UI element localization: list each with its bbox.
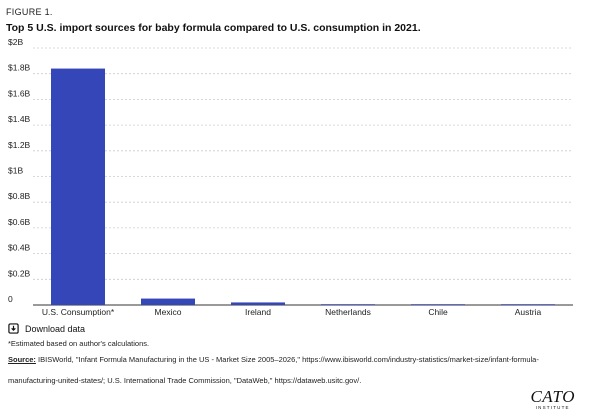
source-label: Source: [8,355,36,364]
download-label: Download data [25,323,86,334]
bar-chile [411,304,465,305]
source-text: IBISWorld, "Infant Formula Manufacturing… [8,355,539,385]
y-tick-label: $1B [8,166,23,176]
y-tick-label: $2B [8,37,23,47]
y-tick-label: $1.2B [8,140,31,150]
logo-main-text: CATO [530,387,575,406]
bar-netherlands [321,304,375,305]
x-tick-label: Austria [515,307,542,317]
y-tick-label: $1.8B [8,63,31,73]
bar-chart: 0 $0.2B $0.4B $0.6B $0.8B $1B $1.2B $1.4B $1.6B $… [8,37,573,317]
bar-mexico [141,298,195,305]
logo-sub-text: INSTITUTE [535,405,570,410]
download-icon [8,323,19,334]
y-tick-label: $0.4B [8,243,31,253]
download-data-link[interactable]: Download data [8,323,85,334]
figure-label: FIGURE 1. [6,7,53,17]
cato-institute-logo: CATO INSTITUTE [530,387,575,411]
x-tick-label: Netherlands [325,307,371,317]
chart-title: Top 5 U.S. import sources for baby formu… [6,22,421,34]
y-tick-label: $0.2B [8,268,31,278]
footnote: *Estimated based on author's calculation… [8,339,150,348]
bar-austria [501,304,555,305]
x-tick-label: U.S. Consumption* [42,307,115,317]
y-tick-label: $1.6B [8,88,31,98]
source-note: Source: IBISWorld, "Infant Formula Manuf… [8,349,573,391]
bar-u-s-consumption [51,68,105,305]
bar-ireland [231,302,285,305]
y-tick-label: 0 [8,294,13,304]
y-tick-label: $0.8B [8,191,31,201]
y-tick-label: $1.4B [8,114,31,124]
x-tick-label: Chile [428,307,448,317]
x-tick-label: Ireland [245,307,271,317]
y-tick-label: $0.6B [8,217,31,227]
x-tick-label: Mexico [155,307,182,317]
